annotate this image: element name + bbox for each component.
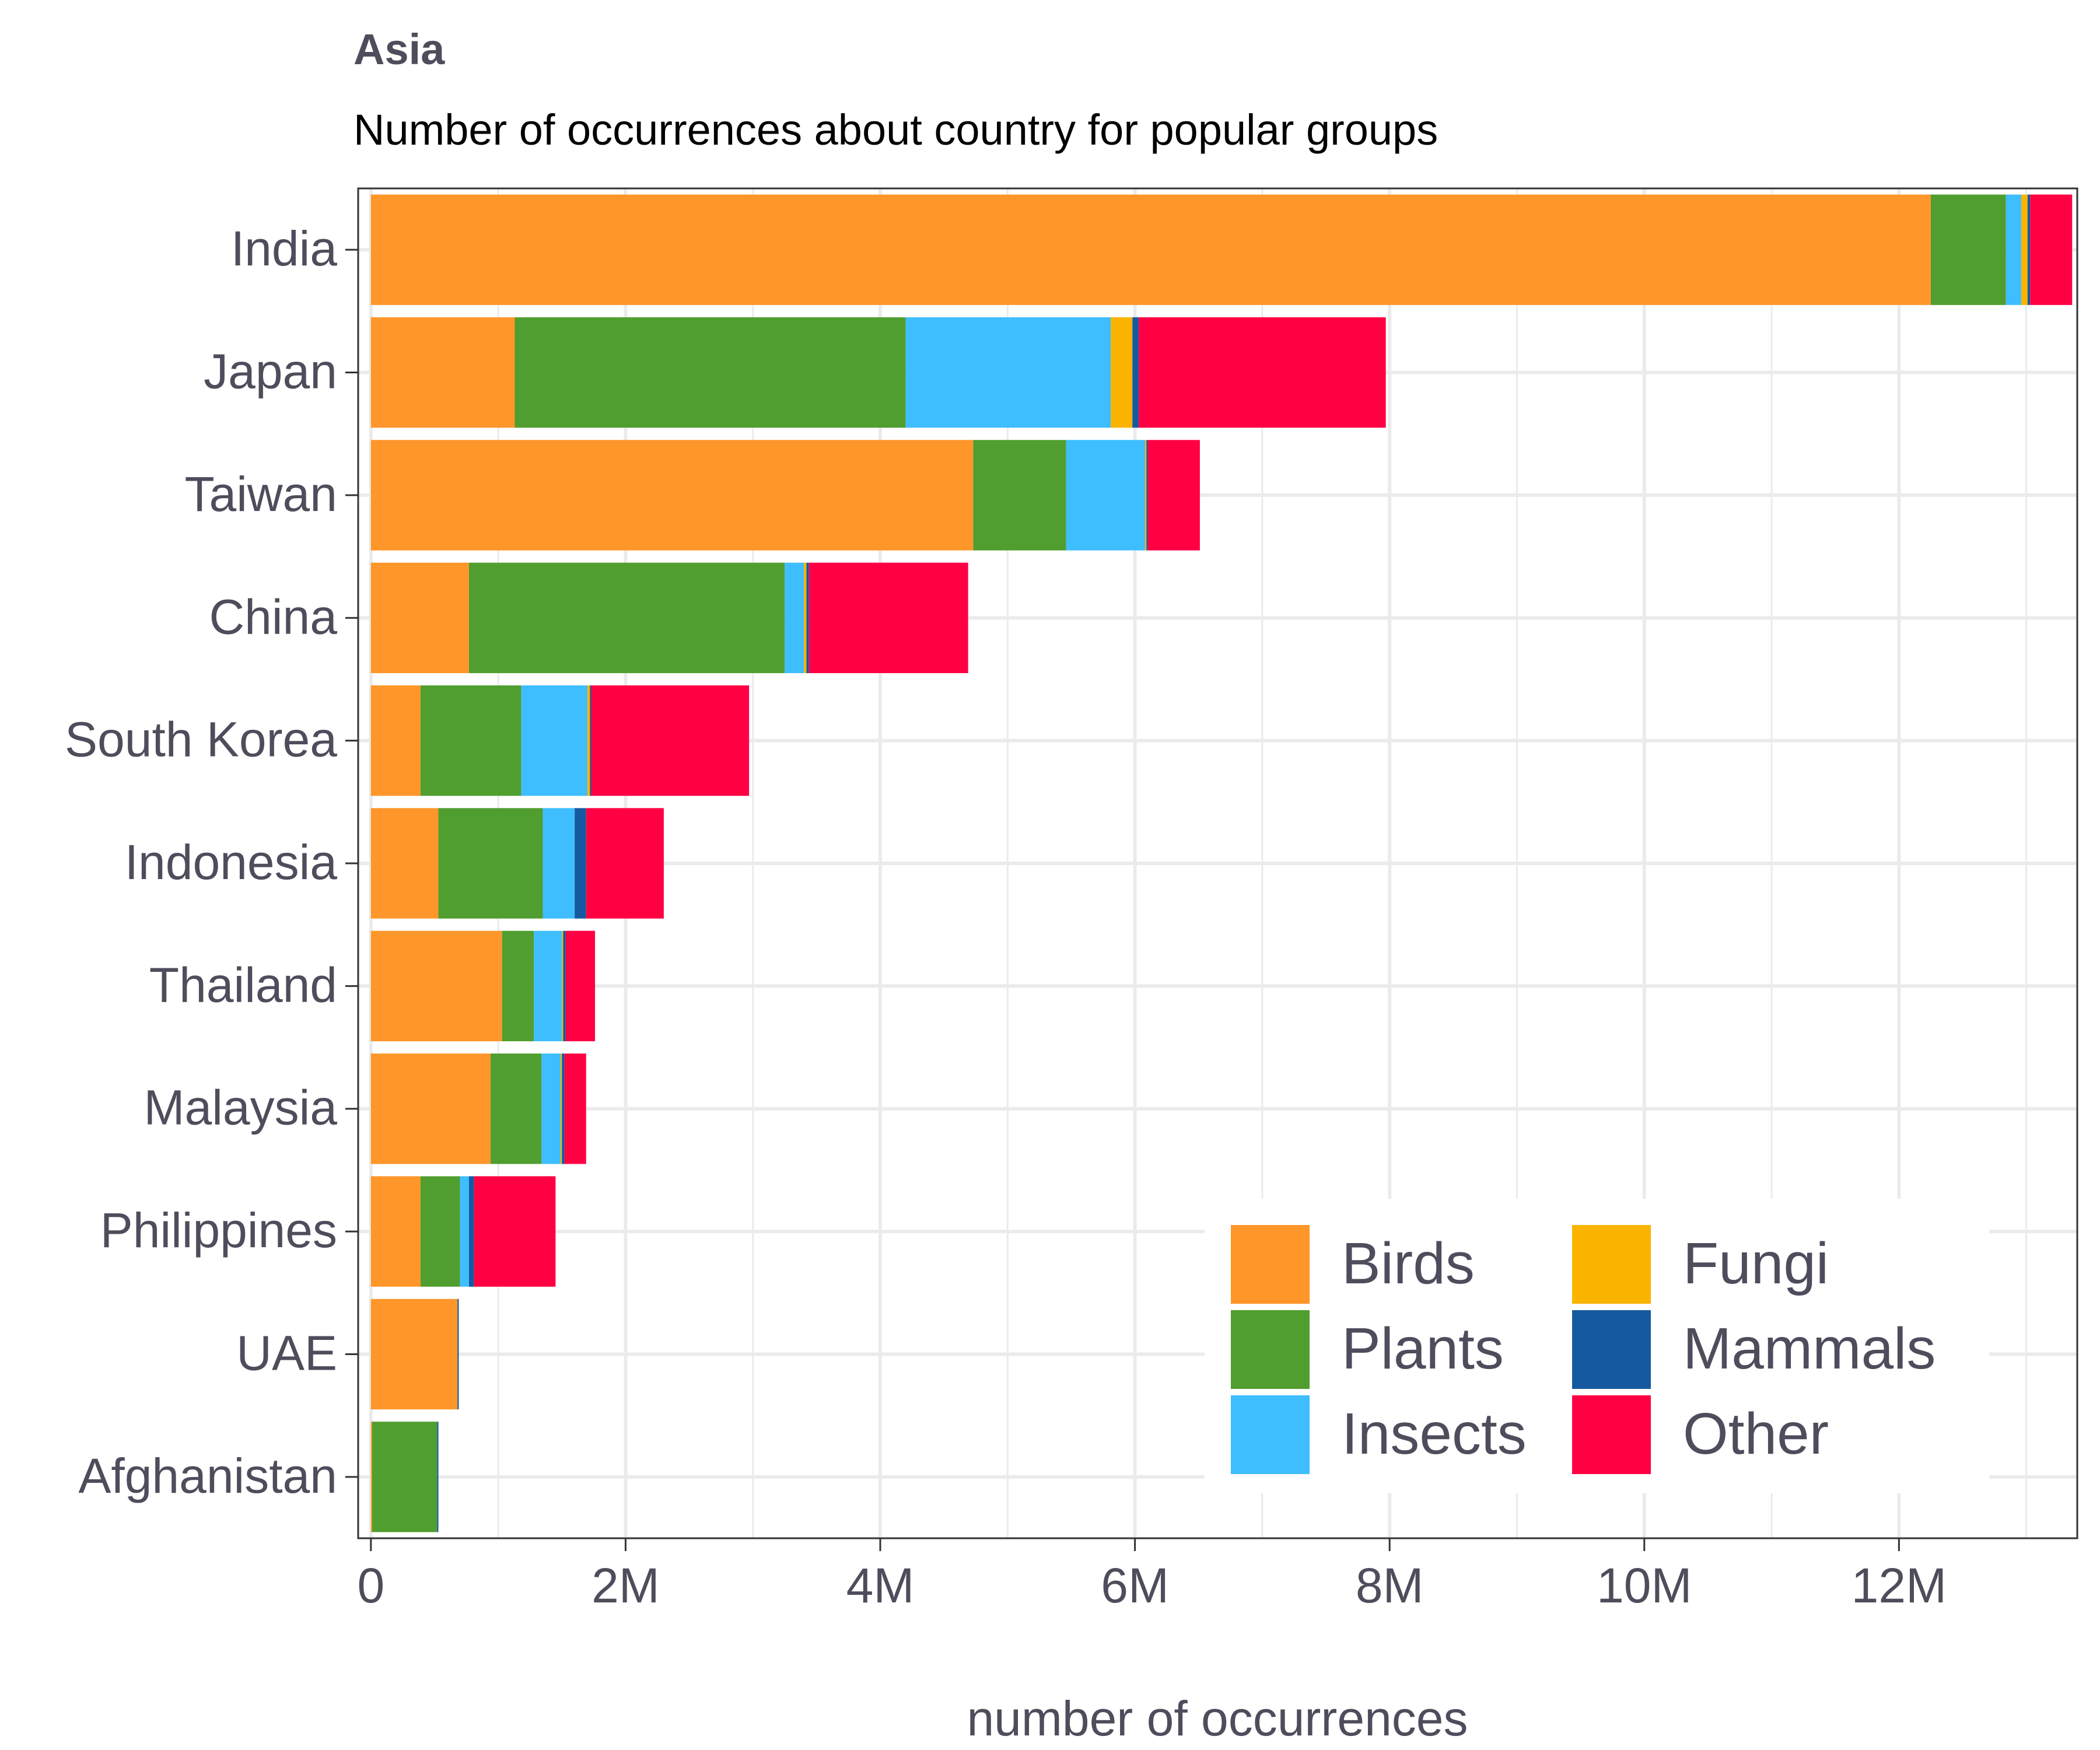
bar-segment <box>370 194 1931 305</box>
bar-segment <box>565 930 596 1042</box>
bar-segment <box>561 1054 562 1164</box>
bar-segment <box>973 440 1066 551</box>
bar-segment <box>587 685 590 796</box>
bar-segment <box>370 317 515 428</box>
bar-segment <box>785 562 804 673</box>
bar-segment <box>541 1054 561 1164</box>
y-tick-label: Taiwan <box>185 467 337 522</box>
bar-segment <box>1147 440 1200 551</box>
legend-key <box>1572 1395 1651 1474</box>
legend-label: Insects <box>1342 1401 1527 1466</box>
y-tick-label: Indonesia <box>125 835 338 890</box>
legend-label: Mammals <box>1683 1316 1936 1381</box>
bar-segment <box>437 1422 439 1532</box>
bar-segment <box>370 1298 458 1410</box>
x-tick-label: 4M <box>846 1558 915 1613</box>
bar-segment <box>420 685 522 796</box>
y-tick-label: Afghanistan <box>78 1448 337 1503</box>
x-tick-label: 2M <box>592 1558 660 1613</box>
bar-segment <box>370 562 469 673</box>
bar-segment <box>502 930 534 1042</box>
bar-segment <box>370 1422 373 1532</box>
bar-segment <box>562 1054 565 1164</box>
bar-segment <box>370 1054 491 1164</box>
bar-segment <box>2030 194 2073 305</box>
bar-segment <box>468 562 785 673</box>
x-tick-label: 12M <box>1852 1558 1947 1613</box>
bar-segment <box>591 685 750 796</box>
bar-segment <box>804 562 807 673</box>
legend-label: Fungi <box>1683 1231 1829 1296</box>
bar-segment <box>2006 194 2021 305</box>
legend-key <box>1231 1395 1310 1474</box>
bar-segment <box>1930 194 2006 305</box>
bar-segment <box>420 1176 460 1287</box>
legend-label: Plants <box>1342 1316 1504 1381</box>
legend-key <box>1572 1225 1651 1304</box>
chart-subtitle: Number of occurrences about country for … <box>354 106 1438 154</box>
y-axis: India Japan Taiwan China South Korea Indonesi… <box>65 221 358 1503</box>
bar-segment <box>905 317 1111 428</box>
bar-segment <box>460 1176 469 1287</box>
x-axis-title: number of occurrences <box>967 1691 1468 1746</box>
bar-segment <box>372 1422 438 1532</box>
y-tick-label: India <box>231 221 337 276</box>
x-axis: 0 2M 4M 6M 8M 10M 12M <box>357 1538 1947 1613</box>
bar-segment <box>370 808 439 919</box>
bar-segment <box>370 440 974 551</box>
bar-segment <box>808 562 968 673</box>
bar-segment <box>370 930 502 1042</box>
bar-segment <box>468 1176 474 1287</box>
x-tick-label: 10M <box>1597 1558 1692 1613</box>
legend-key <box>1231 1310 1310 1389</box>
bar-segment <box>806 562 809 673</box>
y-tick-label: Malaysia <box>144 1080 338 1135</box>
plot-area: Birds Plants Insects Fungi Mammals Other <box>357 187 2078 1539</box>
y-tick-label: Philippines <box>100 1203 337 1258</box>
bar-segment <box>575 808 586 919</box>
bar-segment <box>562 930 564 1042</box>
bar-segment <box>542 808 575 919</box>
x-tick-label: 0 <box>357 1558 384 1613</box>
y-tick-label: Japan <box>204 344 337 399</box>
legend-label: Birds <box>1342 1231 1475 1296</box>
bar-segment <box>474 1176 556 1287</box>
bar-segment <box>2021 194 2028 305</box>
bar-segment <box>586 808 664 919</box>
bars <box>370 194 2073 1532</box>
y-tick-label: UAE <box>236 1325 337 1380</box>
bar-segment <box>534 930 562 1042</box>
y-tick-label: South Korea <box>65 712 337 767</box>
bar-segment <box>2027 194 2031 305</box>
legend-key <box>1572 1310 1651 1389</box>
chart-title: Asia <box>354 25 445 74</box>
bar-segment <box>1139 317 1386 428</box>
bar-segment <box>1145 440 1147 551</box>
legend-label: Other <box>1683 1401 1829 1466</box>
x-tick-label: 8M <box>1356 1558 1424 1613</box>
bar-segment <box>457 1298 459 1410</box>
bar-segment <box>514 317 906 428</box>
bar-segment <box>521 685 587 796</box>
bar-segment <box>1066 440 1146 551</box>
legend-key <box>1231 1225 1310 1304</box>
bar-segment <box>370 1176 421 1287</box>
bar-segment <box>564 1054 586 1164</box>
bar-segment <box>1132 317 1139 428</box>
bar-segment <box>590 685 592 796</box>
bar-segment <box>563 930 566 1042</box>
bar-segment <box>370 685 421 796</box>
bar-segment <box>438 808 543 919</box>
y-tick-label: Thailand <box>149 957 337 1012</box>
x-tick-label: 6M <box>1101 1558 1169 1613</box>
legend: Birds Plants Insects Fungi Mammals Other <box>1205 1199 1989 1493</box>
bar-segment <box>1146 440 1148 551</box>
bar-segment <box>491 1054 542 1164</box>
y-tick-label: China <box>209 589 338 644</box>
bar-segment <box>1111 317 1133 428</box>
